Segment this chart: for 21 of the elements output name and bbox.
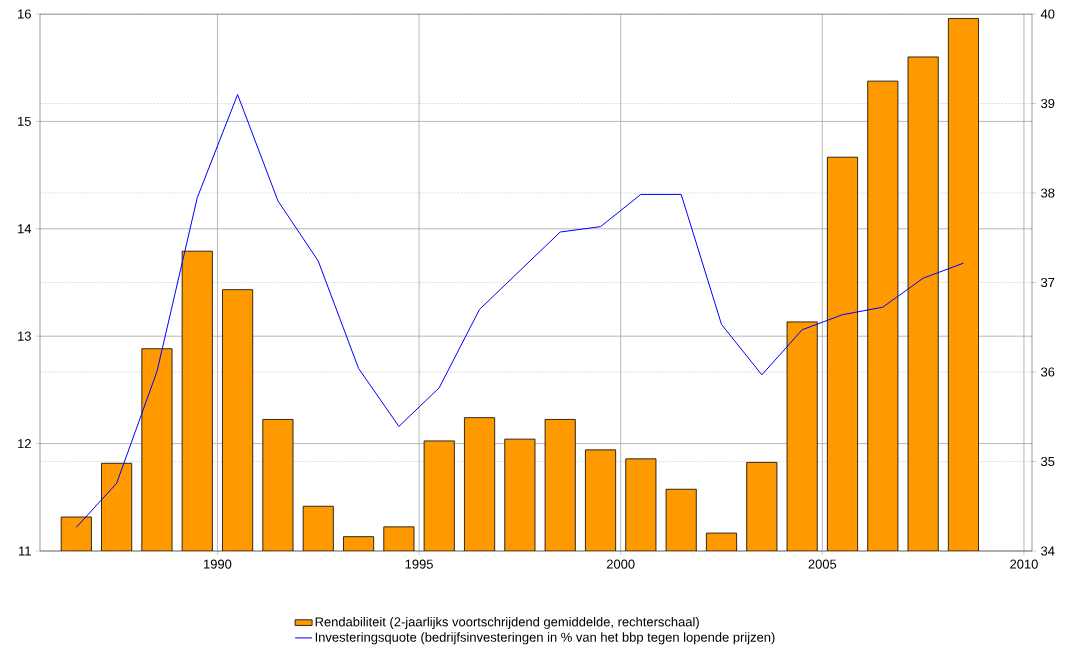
y-tick-label: 15 [18, 116, 31, 126]
line-series [75, 94, 964, 528]
x-tick-label: 2005 [808, 559, 837, 569]
y2-tick-label: 38 [1041, 188, 1055, 198]
y-tick-label: 16 [18, 9, 31, 19]
y2-tick-label: 34 [1041, 546, 1055, 556]
y2-tick-label: 37 [1041, 277, 1055, 288]
y-tick-label: 12 [18, 439, 31, 449]
legend-label: Rendabiliteit (2-jaarlijks voortschrijdend gemiddelde, rechterschaal) [315, 616, 699, 630]
y2-tick-label: 36 [1041, 367, 1055, 377]
x-tick-label: 2010 [1010, 559, 1038, 569]
legend-label: Investeringsquote (bedrijfsinvesteringen in % van het bbp tegen lopende prijzen) [315, 632, 775, 645]
y-tick-label: 13 [18, 331, 31, 341]
y2-tick-label: 40 [1040, 9, 1055, 19]
x-tick-label: 1995 [405, 559, 433, 569]
y-tick-label: 14 [18, 224, 32, 234]
y2-tick-label: 35 [1041, 456, 1055, 467]
x-tick-label: 1990 [204, 559, 232, 569]
y-tick-label: 11 [19, 546, 31, 556]
y2-tick-label: 39 [1041, 98, 1055, 109]
x-tick-label: 2000 [606, 559, 635, 569]
